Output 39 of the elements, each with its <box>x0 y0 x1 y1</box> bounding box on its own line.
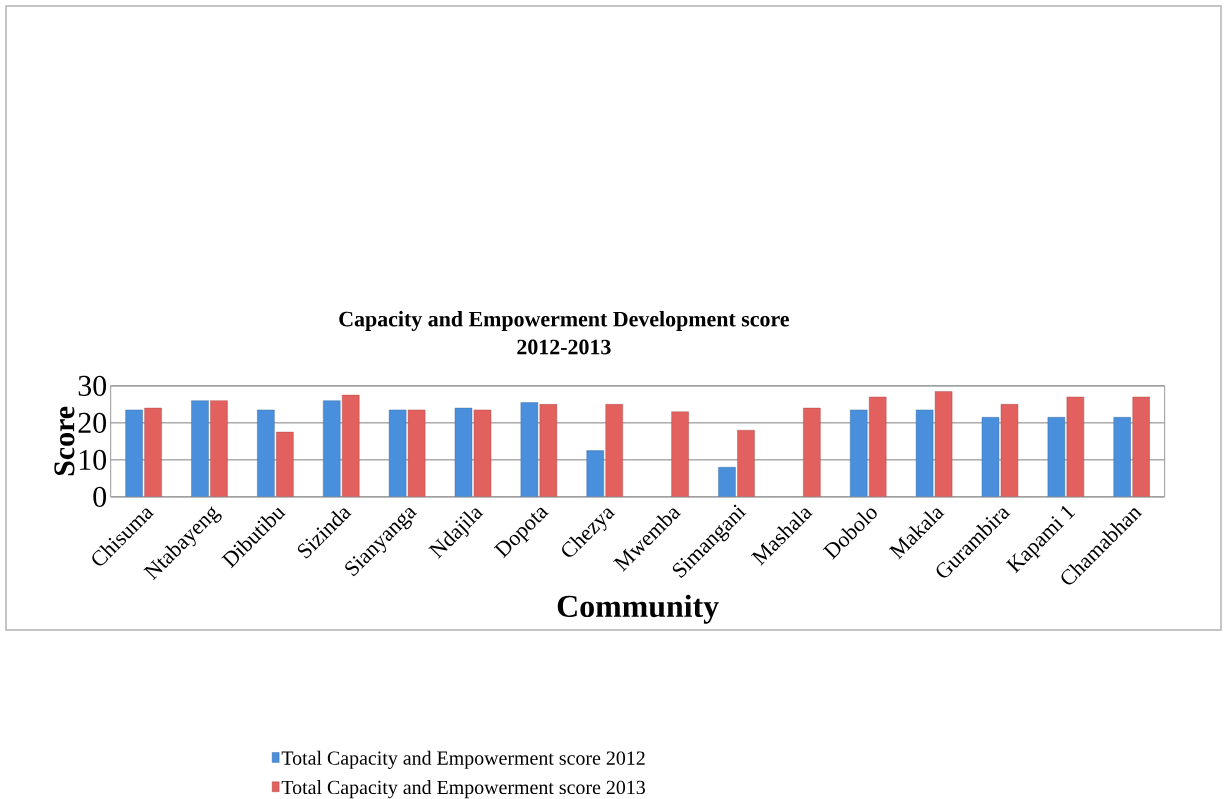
bar <box>737 429 755 497</box>
bar <box>586 450 604 497</box>
bar <box>473 409 492 497</box>
bar <box>407 409 426 497</box>
bar <box>276 431 294 497</box>
y-tick-label: 20 <box>78 412 107 433</box>
bar <box>191 400 209 497</box>
y-tick-label: 30 <box>78 375 107 396</box>
bar <box>1047 416 1066 497</box>
bar <box>1132 396 1150 497</box>
bar <box>671 411 689 497</box>
bar <box>1000 403 1019 497</box>
x-axis-title: Community <box>557 594 719 624</box>
bar <box>915 409 934 497</box>
bar <box>869 396 887 497</box>
bar <box>850 409 868 497</box>
bar <box>605 403 623 497</box>
bar <box>144 407 162 497</box>
chart-title: Capacity and Empowerment Development score 2012-2013 <box>339 310 789 355</box>
bar <box>342 394 360 497</box>
legend-label: Total Capacity and Empowerment score 2012 <box>281 750 645 769</box>
bar <box>718 466 736 497</box>
bar <box>125 409 143 497</box>
legend-label: Total Capacity and Empowerment score 2013 <box>281 779 645 799</box>
bar <box>388 409 407 497</box>
y-tick-label: 10 <box>79 449 107 470</box>
y-axis-title: Score <box>54 406 75 475</box>
bar <box>934 391 953 497</box>
bar <box>257 409 275 497</box>
bar <box>454 407 473 497</box>
bar <box>981 416 1000 497</box>
bar <box>520 402 539 497</box>
bar <box>539 403 558 497</box>
y-tick-label: 0 <box>93 486 107 507</box>
bar <box>803 407 821 497</box>
bar <box>1066 396 1085 497</box>
bar <box>210 400 228 497</box>
bar <box>1113 416 1131 497</box>
bar <box>323 400 341 497</box>
